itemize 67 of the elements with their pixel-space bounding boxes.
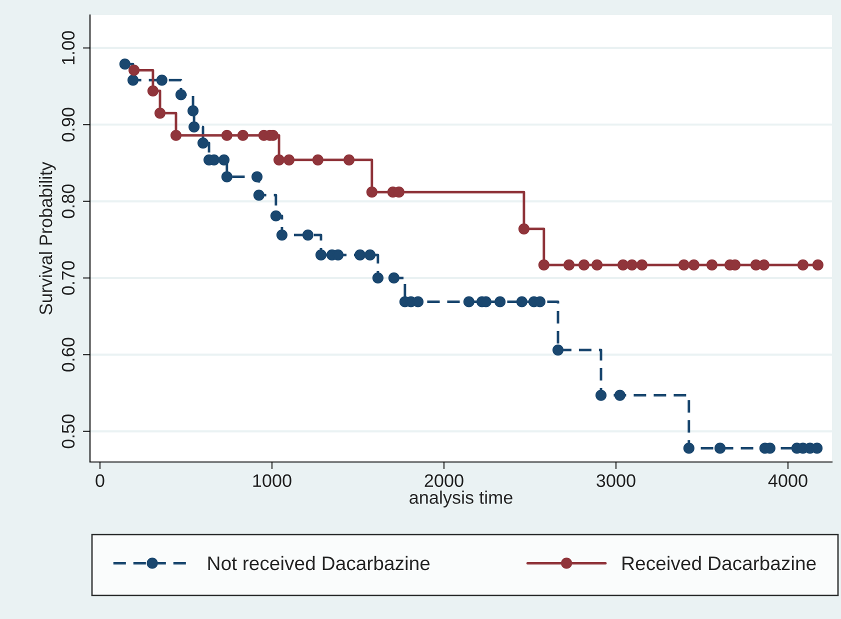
x-tick-label: 1000 — [253, 474, 292, 488]
point — [388, 272, 400, 284]
x-axis-title: analysis time — [410, 490, 512, 508]
point — [636, 259, 648, 271]
point — [283, 154, 295, 166]
point — [578, 259, 590, 271]
point — [563, 259, 575, 271]
point — [758, 259, 770, 271]
x-tick-label: 2000 — [424, 474, 464, 488]
legend-label: Received Dacarbazine — [622, 556, 816, 570]
point — [302, 229, 314, 241]
point — [270, 210, 282, 222]
point — [315, 249, 327, 261]
y-tick-label: 0.50 — [62, 414, 75, 448]
y-tick-label: 0.90 — [62, 108, 75, 142]
y-tick-label: 0.70 — [62, 261, 75, 295]
point — [187, 105, 199, 116]
point — [237, 130, 248, 141]
point — [538, 259, 550, 271]
point — [197, 137, 209, 149]
point — [147, 85, 159, 96]
point — [175, 89, 187, 100]
point — [221, 171, 232, 182]
point — [154, 108, 166, 119]
point — [688, 259, 700, 271]
point — [714, 442, 726, 454]
point — [797, 259, 808, 271]
point — [516, 296, 528, 308]
point — [343, 154, 355, 166]
point — [617, 259, 629, 271]
point — [312, 154, 324, 166]
point — [128, 64, 140, 76]
point — [518, 223, 530, 234]
point — [366, 186, 378, 198]
point — [812, 259, 824, 271]
point — [188, 121, 200, 132]
point — [127, 74, 139, 86]
x-tick-label: 3000 — [596, 474, 636, 488]
y-tick-label: 0.80 — [62, 184, 75, 218]
point — [591, 259, 603, 271]
point — [494, 296, 506, 308]
point — [614, 390, 626, 401]
point — [253, 190, 264, 201]
point — [276, 229, 288, 241]
x-tick-label: 0 — [96, 474, 104, 488]
point — [706, 259, 718, 271]
y-axis-title: Survival Probability — [38, 162, 56, 314]
point — [156, 74, 168, 86]
point — [119, 58, 130, 70]
point — [372, 272, 384, 284]
point — [273, 154, 285, 166]
point — [251, 171, 263, 182]
point — [463, 296, 474, 308]
point — [170, 130, 182, 141]
point — [683, 442, 694, 454]
point — [354, 249, 366, 261]
legend-label: Not received Dacarbazine — [208, 556, 430, 570]
y-tick-label: 1.00 — [62, 31, 75, 64]
point — [364, 249, 376, 261]
x-tick-label: 4000 — [768, 474, 808, 488]
point — [221, 130, 232, 141]
point — [678, 259, 690, 271]
point — [552, 344, 564, 356]
point — [218, 154, 230, 166]
point — [626, 259, 638, 271]
y-tick-label: 0.60 — [62, 338, 75, 372]
point — [595, 390, 607, 401]
